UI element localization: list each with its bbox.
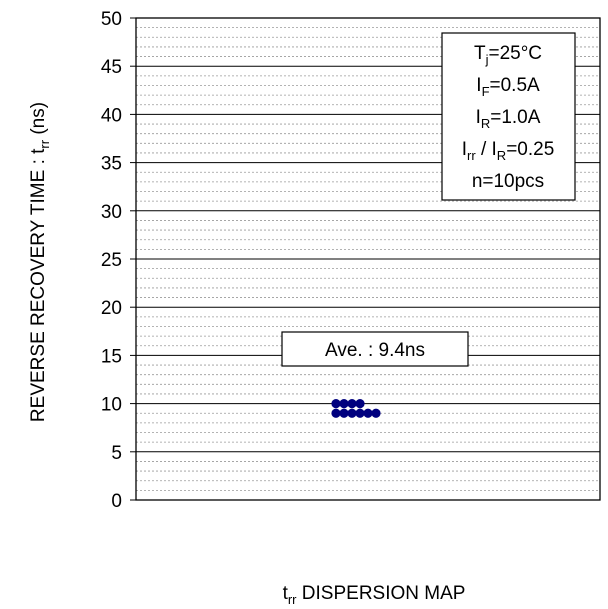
data-point	[347, 399, 357, 409]
data-point	[355, 399, 365, 409]
data-point	[339, 399, 349, 409]
condition-line: Tj=25°C	[474, 43, 542, 67]
data-point	[331, 408, 341, 418]
data-point	[331, 399, 341, 409]
conditions-list: Tj=25°C IF=0.5A IR=1.0A Irr / IR=0.25 n=10pc…	[462, 43, 555, 192]
y-tick-label: 10	[101, 395, 122, 416]
y-tick-label: 0	[111, 491, 122, 512]
data-point	[339, 408, 349, 418]
data-points	[331, 399, 381, 418]
y-tick-label: 5	[111, 443, 122, 464]
conditions-legend: Tj=25°C IF=0.5A IR=1.0A Irr / IR=0.25 n=10pc…	[441, 32, 576, 201]
x-axis-label: trr DISPERSION MAP	[283, 583, 466, 607]
y-tick-label: 40	[101, 105, 122, 126]
condition-line: n=10pcs	[472, 171, 544, 192]
average-annotation-text: Ave. : 9.4ns	[325, 340, 425, 361]
average-annotation-box	[281, 331, 469, 367]
y-tick-label: 50	[101, 9, 122, 30]
data-point	[363, 408, 373, 418]
data-point	[347, 408, 357, 418]
y-tick-label: 35	[101, 154, 122, 175]
conditions-box	[441, 32, 576, 201]
data-point	[371, 408, 381, 418]
average-annotation: Ave. : 9.4ns	[281, 331, 469, 367]
condition-line: IR=1.0A	[476, 107, 541, 131]
data-point	[355, 408, 365, 418]
condition-line: Irr / IR=0.25	[462, 139, 555, 163]
y-tick-label: 45	[101, 57, 122, 78]
y-axis-label: REVERSE RECOVERY TIME : trr (ns)	[28, 102, 52, 422]
y-tick-label: 20	[101, 298, 122, 319]
y-tick-label: 30	[101, 202, 122, 223]
condition-line: IF=0.5A	[476, 75, 540, 99]
y-axis-tick-labels: 0 5 10 15 20 25 30 35 40 45 50	[101, 9, 136, 512]
y-tick-label: 15	[101, 346, 122, 367]
y-tick-label: 25	[101, 250, 122, 271]
